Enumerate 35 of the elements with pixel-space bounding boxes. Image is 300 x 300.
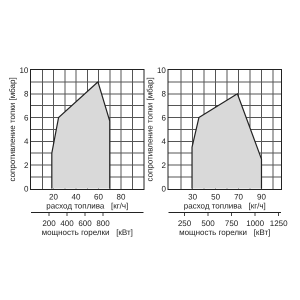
- x-tick-label: 20: [49, 192, 58, 202]
- y-tick-label: 6: [161, 113, 166, 122]
- x2-tick-label: 200: [42, 218, 56, 228]
- x-tick-label: 40: [72, 192, 81, 202]
- y-tick-label: 0: [161, 184, 166, 194]
- x-axis-title: расход топлива [кг/ч]: [184, 202, 266, 210]
- x-tick-label: 60: [94, 192, 104, 202]
- y-tick-label: 8: [24, 90, 29, 99]
- y-axis-title: сопротивление топки [мбар]: [146, 77, 155, 182]
- y-tick-label: 6: [24, 113, 29, 122]
- x2-tick-label: 400: [60, 218, 74, 228]
- x2-tick-label: 500: [201, 218, 216, 228]
- x-axis-title: расход топлива [кг/ч]: [46, 202, 128, 210]
- y-axis-title: сопротивление топки [мбар]: [8, 77, 18, 182]
- x-tick-label: 70: [234, 192, 244, 202]
- y-tick-label: 4: [161, 137, 166, 146]
- y-tick-label: 4: [24, 137, 29, 146]
- x-tick-label: 50: [211, 192, 221, 202]
- y-tick-label: 8: [161, 90, 166, 99]
- x2-tick-label: 800: [96, 218, 110, 228]
- y-tick-label: 10: [19, 66, 29, 75]
- x2-tick-label: 1250: [270, 218, 288, 228]
- x2-tick-label: 250: [178, 218, 192, 228]
- y-tick-label: 2: [161, 160, 166, 170]
- x2-axis-title: мощность горелки [кВт]: [179, 228, 270, 237]
- x2-tick-label: 750: [224, 218, 239, 228]
- x-tick-label: 80: [116, 192, 126, 202]
- y-tick-label: 0: [24, 184, 29, 194]
- x-tick-label: 30: [188, 192, 198, 202]
- x2-axis-title: мощность горелки [кВт]: [42, 228, 133, 237]
- x2-tick-label: 1000: [246, 218, 265, 228]
- x-tick-label: 90: [257, 192, 266, 202]
- y-tick-label: 2: [24, 160, 29, 170]
- y-tick-label: 10: [156, 66, 166, 75]
- x2-tick-label: 600: [78, 218, 92, 228]
